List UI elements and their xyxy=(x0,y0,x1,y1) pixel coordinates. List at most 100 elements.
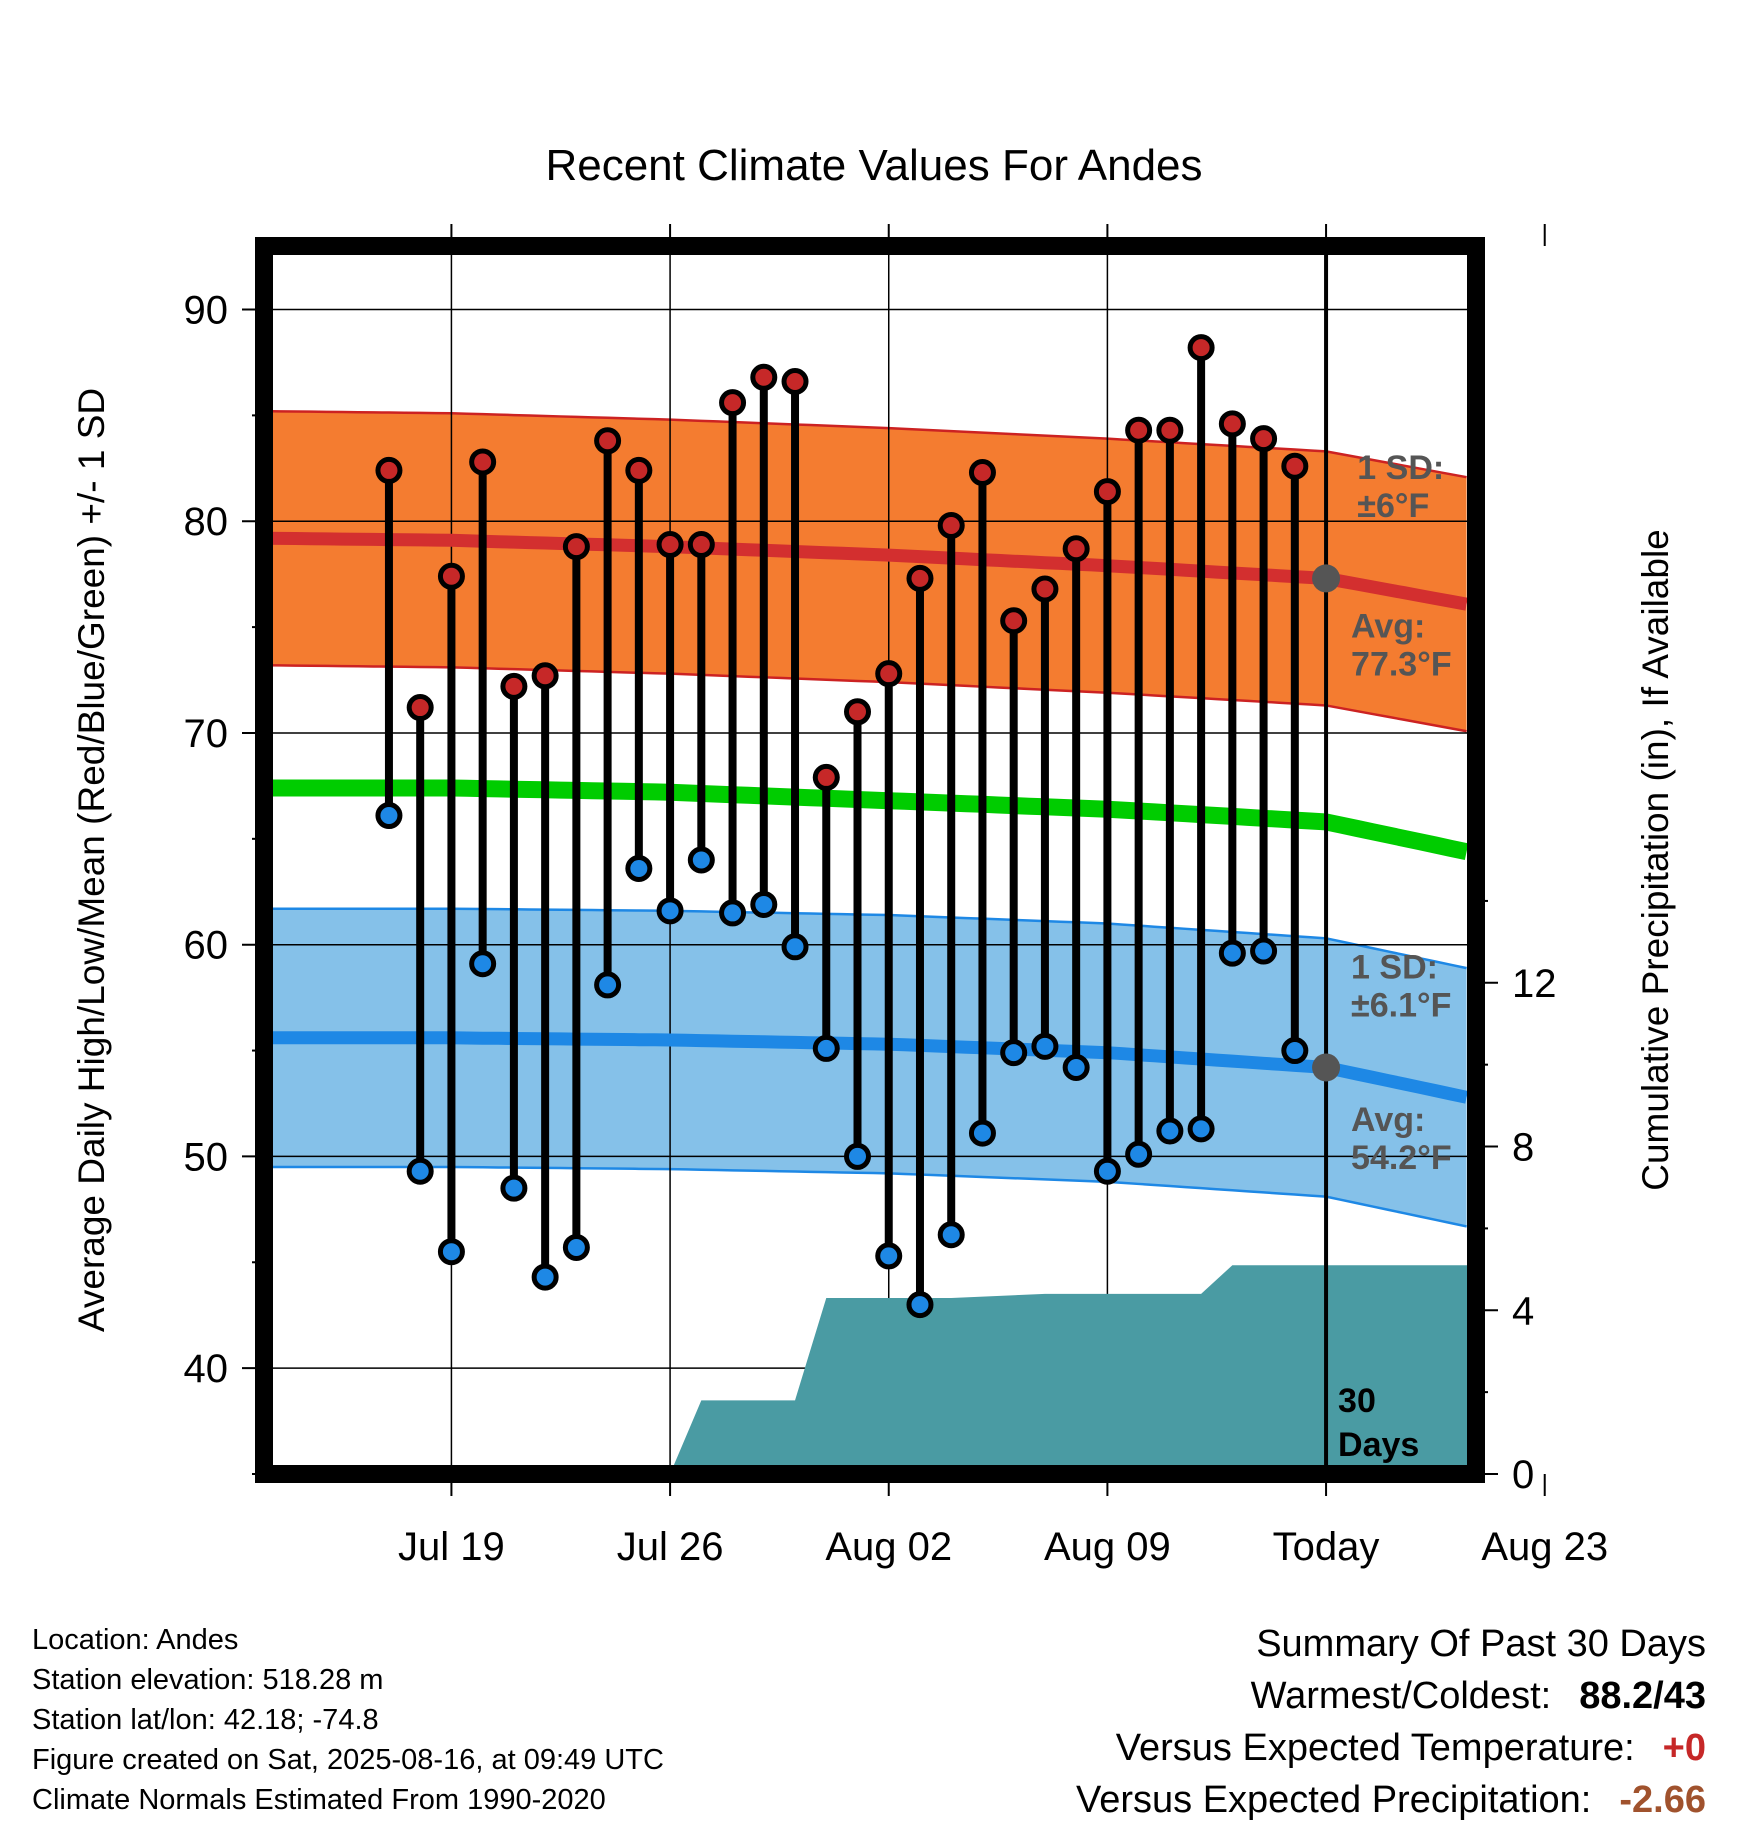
annotation-line1-2: 1 SD: xyxy=(1351,949,1438,987)
x-tick-label-aug-09: Aug 09 xyxy=(1044,1525,1171,1569)
high-point xyxy=(437,562,465,590)
low-point xyxy=(562,1233,590,1261)
high-point xyxy=(656,531,684,559)
high-point xyxy=(812,763,840,791)
latlon-text: Station lat/lon: 42.18; -74.8 xyxy=(32,1704,379,1736)
high-point xyxy=(1031,575,1059,603)
summary-precip-row: Versus Expected Precipitation: -2.66 xyxy=(1076,1774,1706,1826)
high-point xyxy=(1000,607,1028,635)
y2-axis-label: Cumulative Precipitation (in), If Availa… xyxy=(1635,529,1676,1191)
normals-text: Climate Normals Estimated From 1990-2020 xyxy=(32,1784,606,1816)
high-point xyxy=(625,456,653,484)
temp-value: +0 xyxy=(1662,1727,1706,1769)
low-point xyxy=(937,1221,965,1249)
y-tick-label-50: 50 xyxy=(184,1135,229,1179)
summary-temp-row: Versus Expected Temperature: +0 xyxy=(1076,1722,1706,1774)
high-point xyxy=(562,533,590,561)
annotation-line2-1: 77.3°F xyxy=(1351,646,1452,684)
low-point xyxy=(1187,1115,1215,1143)
low-point xyxy=(1062,1053,1090,1081)
high-point xyxy=(875,660,903,688)
annotation-line2-0: ±6°F xyxy=(1357,487,1429,525)
x-tick-label-jul-26: Jul 26 xyxy=(617,1525,724,1569)
temp-label: Versus Expected Temperature: xyxy=(1115,1727,1635,1769)
low-point xyxy=(875,1242,903,1270)
y-tick-label-70: 70 xyxy=(184,712,229,756)
summary-warmest-row: Warmest/Coldest: 88.2/43 xyxy=(1076,1670,1706,1722)
location-text: Location: Andes xyxy=(32,1624,239,1656)
high-point xyxy=(406,694,434,722)
normal-mean-line xyxy=(264,779,1469,861)
low-point xyxy=(1125,1140,1153,1168)
high-point xyxy=(844,698,872,726)
today-normal-marker-0 xyxy=(1312,564,1341,593)
low-point xyxy=(687,846,715,874)
high-point xyxy=(375,456,403,484)
x-tick-label-aug-23: Aug 23 xyxy=(1481,1525,1608,1569)
low-point xyxy=(656,897,684,925)
high-point xyxy=(594,427,622,455)
low-point xyxy=(500,1174,528,1202)
high-point xyxy=(531,662,559,690)
high-point xyxy=(687,531,715,559)
y-tick-label-80: 80 xyxy=(184,500,229,544)
chart-title: Recent Climate Values For Andes xyxy=(545,141,1202,190)
high-point xyxy=(781,368,809,396)
high-point xyxy=(1250,425,1278,453)
low-point xyxy=(1218,939,1246,967)
y-axis-label: Average Daily High/Low/Mean (Red/Blue/Gr… xyxy=(71,388,112,1332)
high-point xyxy=(968,459,996,487)
x-tick-label-today: Today xyxy=(1273,1525,1380,1569)
low-point xyxy=(1281,1037,1309,1065)
high-point xyxy=(500,672,528,700)
high-point xyxy=(469,448,497,476)
summary-title: Summary Of Past 30 Days xyxy=(1256,1623,1706,1665)
low-point xyxy=(781,933,809,961)
annotation-line1-0: 1 SD: xyxy=(1357,449,1444,487)
high-point xyxy=(1062,535,1090,563)
station-info: Location: Andes Station elevation: 518.2… xyxy=(32,1620,664,1820)
warmest-value: 88.2/43 xyxy=(1579,1675,1706,1717)
y2-tick-label-0: 0 xyxy=(1512,1453,1534,1497)
plot-area xyxy=(264,246,1476,1474)
y-tick-label-40: 40 xyxy=(184,1347,229,1391)
elevation-text: Station elevation: 518.28 m xyxy=(32,1664,384,1696)
low-point xyxy=(1000,1039,1028,1067)
plot-frame xyxy=(255,237,1485,1483)
y-tick-label-90: 90 xyxy=(184,289,229,333)
precip-label-1: Days xyxy=(1338,1426,1419,1464)
precip-value: -2.66 xyxy=(1619,1779,1706,1821)
normal-low-line xyxy=(264,1031,1468,1104)
low-point xyxy=(625,854,653,882)
precip-area xyxy=(670,1265,1476,1474)
low-point xyxy=(1031,1032,1059,1060)
precip-label: Versus Expected Precipitation: xyxy=(1075,1779,1592,1821)
low-point xyxy=(594,971,622,999)
annotation-line1-3: Avg: xyxy=(1351,1101,1425,1139)
y-tick-label-60: 60 xyxy=(184,924,229,968)
high-point xyxy=(750,363,778,391)
warmest-label: Warmest/Coldest: xyxy=(1250,1675,1552,1717)
high-point xyxy=(906,564,934,592)
precip-label-0: 30 xyxy=(1338,1382,1376,1420)
low-point xyxy=(844,1142,872,1170)
y2-tick-label-8: 8 xyxy=(1512,1126,1534,1170)
created-text: Figure created on Sat, 2025-08-16, at 09… xyxy=(32,1744,664,1776)
today-normal-marker-1 xyxy=(1312,1053,1341,1082)
x-tick-label-aug-02: Aug 02 xyxy=(825,1525,952,1569)
high-point xyxy=(1218,410,1246,438)
low-point xyxy=(469,950,497,978)
low-point xyxy=(375,802,403,830)
high-point xyxy=(1187,334,1215,362)
high-point xyxy=(1281,452,1309,480)
low-point xyxy=(750,890,778,918)
annotation-line2-2: ±6.1°F xyxy=(1351,987,1451,1025)
low-point xyxy=(437,1238,465,1266)
low-point xyxy=(531,1263,559,1291)
y2-tick-label-4: 4 xyxy=(1512,1289,1534,1333)
x-tick-label-jul-19: Jul 19 xyxy=(398,1525,505,1569)
low-point xyxy=(1156,1117,1184,1145)
annotation-line1-1: Avg: xyxy=(1351,608,1425,646)
low-point xyxy=(1093,1157,1121,1185)
